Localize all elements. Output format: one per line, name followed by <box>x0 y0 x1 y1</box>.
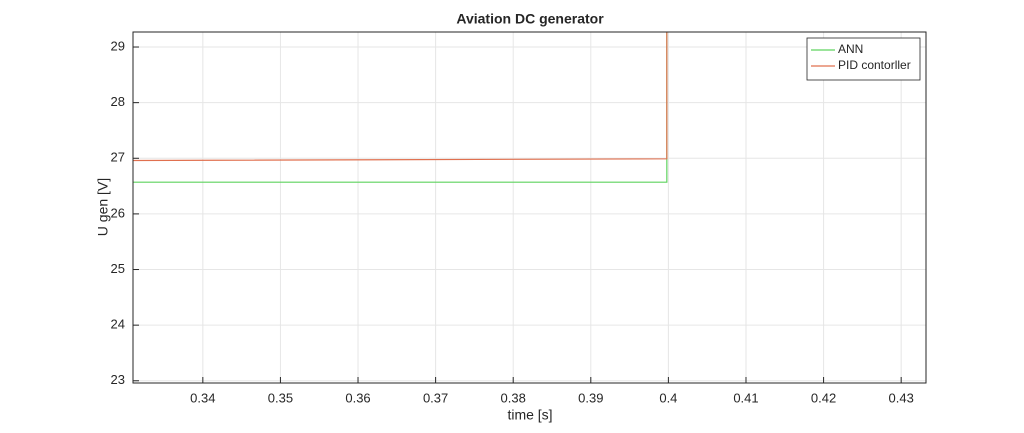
x-tick-label: 0.34 <box>190 390 215 405</box>
x-tick-label: 0.38 <box>501 390 526 405</box>
series-line <box>133 32 668 162</box>
x-tick-label: 0.36 <box>345 390 370 405</box>
x-tick-label: 0.35 <box>268 390 293 405</box>
x-tick-label: 0.42 <box>811 390 836 405</box>
axes-box <box>132 31 927 384</box>
x-tick-label: 0.37 <box>423 390 448 405</box>
x-tick-label: 0.4 <box>659 390 677 405</box>
y-tick-label: 29 <box>111 38 125 53</box>
legend-label: PID contorller <box>838 58 911 72</box>
legend: ANN PID contorller <box>806 37 921 81</box>
y-tick-label: 24 <box>111 317 125 332</box>
x-tick-label: 0.43 <box>889 390 914 405</box>
x-tick-label: 0.39 <box>578 390 603 405</box>
chart-title: Aviation DC generator <box>456 11 604 27</box>
legend-box <box>806 37 921 81</box>
grid <box>133 32 926 383</box>
y-tick-label: 26 <box>111 205 125 220</box>
plot-area <box>133 32 668 183</box>
y-tick-label: 27 <box>111 150 125 165</box>
y-axis-label: U gen [V] <box>95 178 111 236</box>
y-tick-label: 28 <box>111 94 125 109</box>
x-axis-label: time [s] <box>507 407 552 423</box>
x-tick-label: 0.41 <box>733 390 758 405</box>
y-tick-label: 23 <box>111 372 125 387</box>
legend-label: ANN <box>838 42 863 56</box>
y-tick-label: 25 <box>111 261 125 276</box>
